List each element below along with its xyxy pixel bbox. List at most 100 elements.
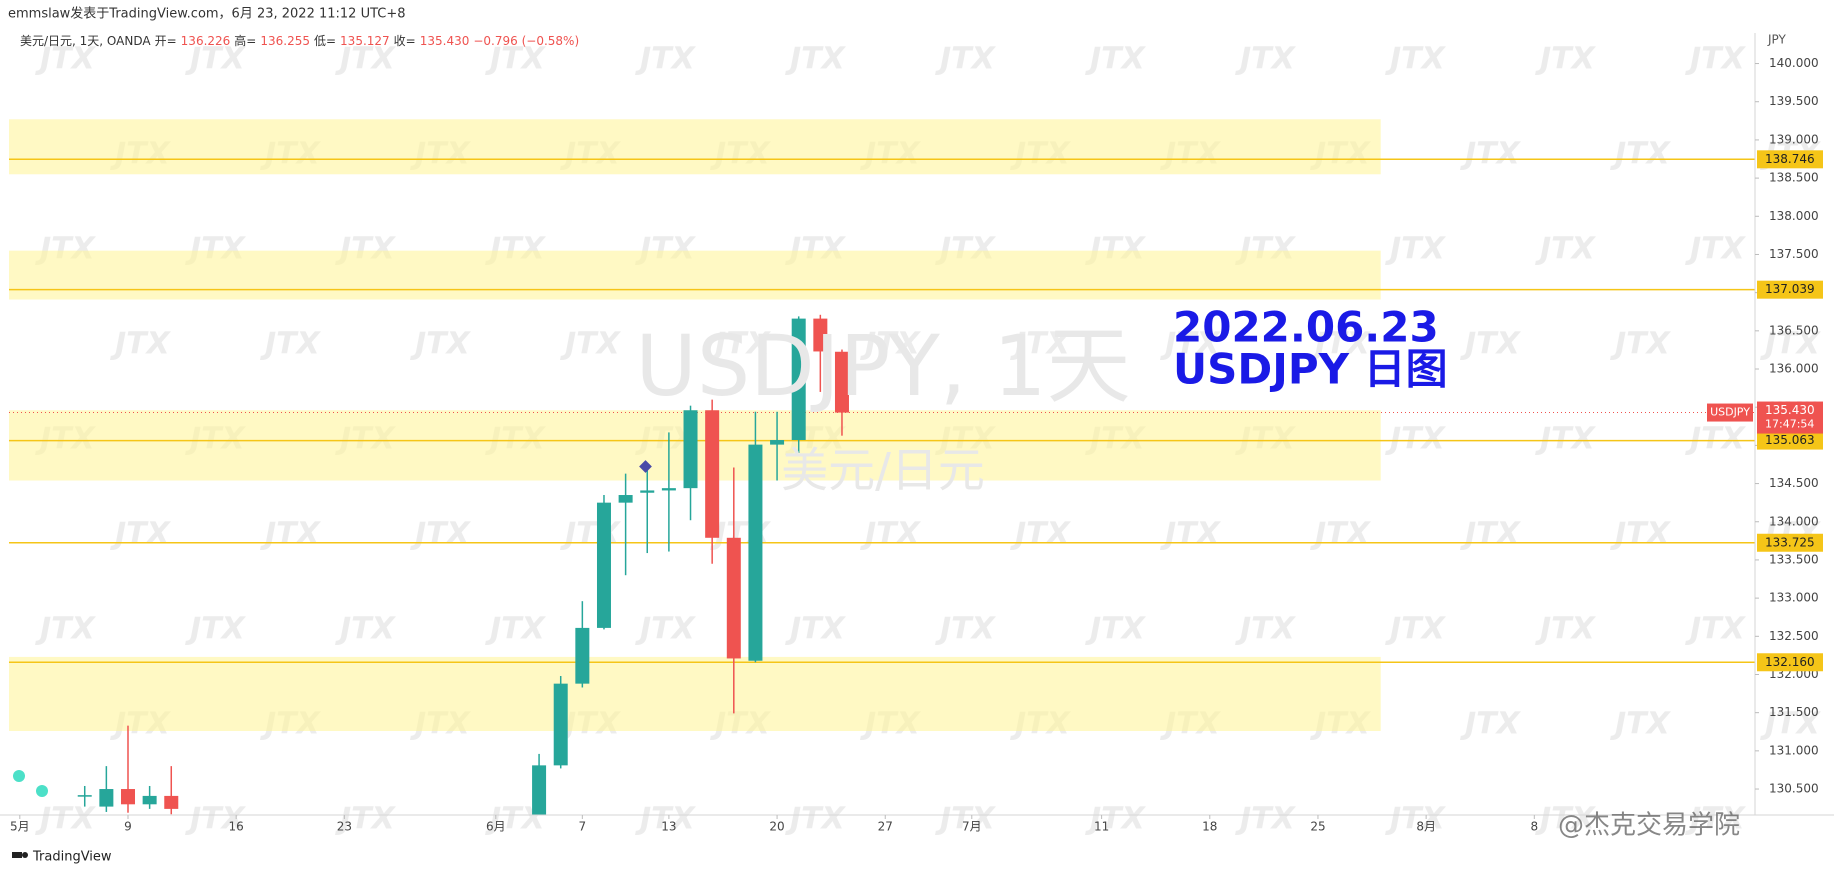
watermark-text: JTX <box>335 42 397 77</box>
x-tick-label: 7 <box>579 820 587 834</box>
level-tag <box>1757 533 1823 552</box>
y-tick-label: 133.500 <box>1769 552 1819 566</box>
candle-body <box>120 789 135 805</box>
watermark-text: JTX <box>710 327 772 362</box>
watermark-text: JTX <box>1610 327 1672 362</box>
candle-body <box>834 351 849 413</box>
candle-body <box>532 765 547 815</box>
watermark-text: JTX <box>1760 707 1822 742</box>
x-tick-label: 9 <box>124 820 132 834</box>
watermark-text: JTX <box>35 802 97 837</box>
candle-body <box>618 495 633 503</box>
y-tick-label: 139.500 <box>1769 94 1819 108</box>
candle-body <box>726 537 741 659</box>
watermark-text: JTX <box>1685 612 1747 647</box>
watermark-text: JTX <box>1235 42 1297 77</box>
watermark-text: JTX <box>1760 327 1822 362</box>
ohlc-label: 高= <box>234 33 256 48</box>
x-tick-label: 8月 <box>1416 820 1436 834</box>
watermark-text: JTX <box>560 517 622 552</box>
candle-body <box>770 440 785 445</box>
watermark-text: JTX <box>1310 517 1372 552</box>
watermark-text: JTX <box>1685 802 1747 837</box>
ohlc-value: 135.127 <box>340 34 390 48</box>
watermark-text: JTX <box>1160 327 1222 362</box>
x-tick-label: 8 <box>1530 820 1538 834</box>
candle-body <box>99 789 114 807</box>
x-tick-label: 27 <box>878 820 893 834</box>
change: −0.796 (−0.58%) <box>473 34 579 48</box>
credit: @杰克交易学院 <box>1558 811 1740 841</box>
watermark-text: JTX <box>485 42 547 77</box>
ohlc-label: 低= <box>314 34 336 48</box>
watermark-text: JTX <box>860 517 922 552</box>
y-tick-label: 138.000 <box>1769 209 1819 223</box>
tv-logo <box>12 852 28 858</box>
watermark-text: JTX <box>1685 422 1747 457</box>
candle-body <box>164 795 179 809</box>
watermark-text: JTX <box>1610 517 1672 552</box>
watermark-text: JTX <box>1160 517 1222 552</box>
watermark-text: JTX <box>1085 802 1147 837</box>
signal-marker <box>36 785 48 797</box>
x-tick-label: 25 <box>1310 820 1325 834</box>
watermark-text: JTX <box>335 802 397 837</box>
watermark-text: JTX <box>1385 232 1447 267</box>
watermark-text: JTX <box>635 802 697 837</box>
y-tick-label: 139.000 <box>1769 132 1819 146</box>
watermark-text: JTX <box>1535 802 1597 837</box>
price-tag <box>1757 401 1823 434</box>
ohlc-label: 开= <box>155 34 177 48</box>
watermark-text: JTX <box>35 612 97 647</box>
candle-body <box>705 410 720 538</box>
level-tag <box>1757 431 1823 450</box>
y-tick-label: 134.500 <box>1769 476 1819 490</box>
level-tag <box>1757 150 1823 169</box>
ohlc-label: 收= <box>394 34 416 48</box>
watermark-text: JTX <box>110 327 172 362</box>
brand: TradingView <box>32 850 112 865</box>
candle-body <box>142 795 157 805</box>
legend-text: 美元/日元, 1天, OANDA 开= 136.226 高= 136.255 低= 135.… <box>20 33 579 48</box>
candle-body <box>575 627 590 684</box>
watermark-text: JTX <box>1535 612 1597 647</box>
watermark-text: JTX <box>185 612 247 647</box>
zone <box>9 250 1381 300</box>
candle-body <box>748 444 763 661</box>
plot <box>9 119 1755 815</box>
x-tick-label: 18 <box>1202 820 1217 834</box>
watermark-text: JTX <box>1610 707 1672 742</box>
y-tick-label: 134.000 <box>1769 514 1819 528</box>
watermark-text: JTX <box>635 42 697 77</box>
y-tick-label: 133.000 <box>1769 591 1819 605</box>
watermark-text: JTX <box>935 612 997 647</box>
x-tick-label: 20 <box>769 820 784 834</box>
watermark-text: JTX <box>635 612 697 647</box>
watermark-text: JTX <box>1010 517 1072 552</box>
watermark-text: JTX <box>935 802 997 837</box>
candle-body <box>640 490 655 493</box>
watermark-text: JTX <box>935 42 997 77</box>
y-tick-label: 138.500 <box>1769 171 1819 185</box>
watermark-text: JTX <box>1535 232 1597 267</box>
symbol-tag <box>1707 403 1753 422</box>
watermark-text: JTX <box>1085 612 1147 647</box>
watermark-text: JTX <box>1460 327 1522 362</box>
watermark-subtitle: 美元/日元 <box>781 444 985 499</box>
candle-body <box>596 502 611 628</box>
watermark-text: JTX <box>1385 802 1447 837</box>
annotation-date: 2022.06.23 <box>1173 303 1439 352</box>
watermark-text: JTX <box>1535 42 1597 77</box>
y-tick-label: 136.000 <box>1769 362 1819 376</box>
symbol: 美元/日元, 1天, OANDA <box>20 34 151 48</box>
watermark-text: JTX <box>1385 42 1447 77</box>
y-tick-label: 131.000 <box>1769 743 1819 757</box>
watermark-text: JTX <box>1310 327 1372 362</box>
watermark-text: JTX <box>1685 232 1747 267</box>
watermark-text: JTX <box>1460 517 1522 552</box>
watermark-text: JTX <box>1385 612 1447 647</box>
y-tick-label: 130.500 <box>1769 782 1819 796</box>
countdown-label: 17:47:54 <box>1765 418 1814 431</box>
watermark-text: JTX <box>335 612 397 647</box>
watermark-text: JTX <box>1460 707 1522 742</box>
